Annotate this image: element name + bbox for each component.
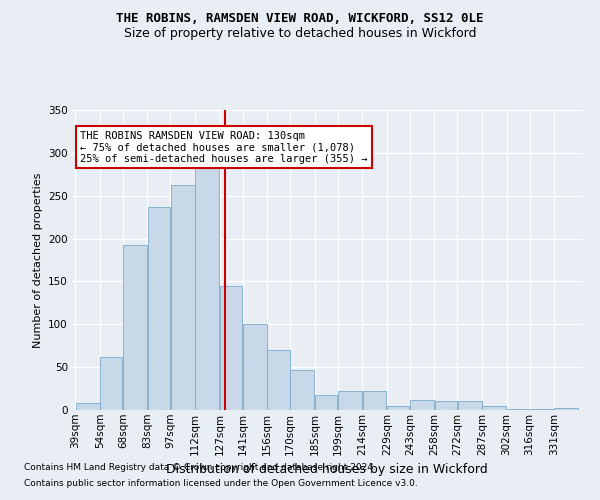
Text: THE ROBINS RAMSDEN VIEW ROAD: 130sqm
← 75% of detached houses are smaller (1,078: THE ROBINS RAMSDEN VIEW ROAD: 130sqm ← 7… bbox=[80, 130, 368, 164]
Bar bbox=[76, 403, 100, 410]
Bar bbox=[100, 357, 122, 410]
Bar bbox=[554, 408, 578, 410]
Text: Contains public sector information licensed under the Open Government Licence v3: Contains public sector information licen… bbox=[24, 478, 418, 488]
Text: Contains HM Land Registry data © Crown copyright and database right 2024.: Contains HM Land Registry data © Crown c… bbox=[24, 464, 376, 472]
Bar bbox=[243, 324, 267, 410]
Bar bbox=[362, 391, 386, 410]
Y-axis label: Number of detached properties: Number of detached properties bbox=[32, 172, 43, 348]
Bar bbox=[458, 402, 482, 410]
Bar bbox=[387, 406, 409, 410]
Text: THE ROBINS, RAMSDEN VIEW ROAD, WICKFORD, SS12 0LE: THE ROBINS, RAMSDEN VIEW ROAD, WICKFORD,… bbox=[116, 12, 484, 26]
Bar bbox=[290, 370, 314, 410]
Bar bbox=[482, 406, 506, 410]
Bar bbox=[220, 286, 242, 410]
Bar bbox=[268, 350, 290, 410]
Bar bbox=[338, 391, 362, 410]
Bar bbox=[148, 207, 170, 410]
X-axis label: Distribution of detached houses by size in Wickford: Distribution of detached houses by size … bbox=[166, 463, 488, 476]
Bar bbox=[530, 409, 554, 410]
Bar bbox=[435, 400, 457, 410]
Bar bbox=[171, 184, 194, 410]
Bar bbox=[507, 409, 529, 410]
Bar bbox=[123, 244, 147, 410]
Bar bbox=[410, 400, 434, 410]
Bar bbox=[315, 394, 337, 410]
Bar bbox=[196, 162, 219, 410]
Text: Size of property relative to detached houses in Wickford: Size of property relative to detached ho… bbox=[124, 28, 476, 40]
